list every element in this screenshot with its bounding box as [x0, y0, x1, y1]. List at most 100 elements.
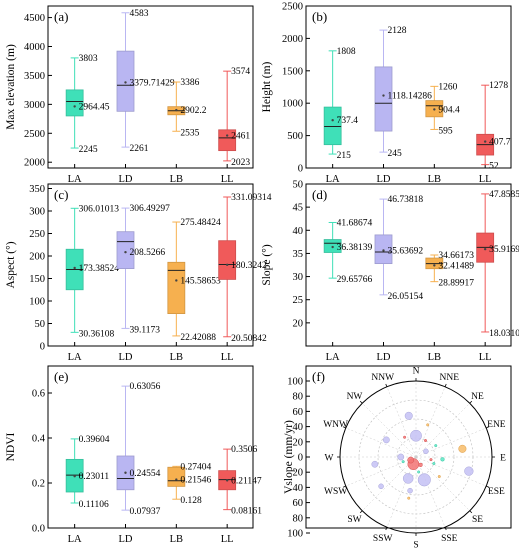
scatter-point	[429, 458, 433, 462]
panel-label: (a)	[54, 9, 68, 24]
min-label: 52	[489, 162, 499, 172]
min-label: 0.07937	[129, 507, 160, 517]
direction-label: ESE	[488, 487, 505, 497]
mean-label: 35.9169	[489, 245, 519, 255]
direction-label: WSW	[324, 487, 347, 497]
scatter-point	[407, 496, 411, 500]
x-tick-label: LD	[376, 352, 390, 363]
x-tick-label: LA	[68, 174, 82, 185]
plot-frame	[47, 365, 254, 529]
mean-marker	[225, 479, 229, 482]
min-label: 0.08161	[231, 507, 262, 517]
min-label: 2261	[129, 144, 148, 154]
x-tick-label: LD	[376, 174, 390, 185]
x-tick-label: LB	[170, 352, 183, 363]
direction-label: SW	[347, 515, 361, 525]
panel-label: (b)	[312, 9, 327, 24]
min-label: 245	[387, 149, 402, 159]
polar-spoke	[415, 456, 470, 511]
y-tick-label: 35	[293, 249, 304, 260]
polar-spoke	[386, 386, 417, 458]
box-iqr	[218, 129, 237, 152]
mean-marker	[331, 245, 334, 249]
x-tick-label: LA	[68, 352, 82, 363]
x-tick-label: LD	[118, 174, 132, 185]
scatter-point	[417, 470, 421, 474]
box-iqr	[374, 66, 393, 132]
min-label: 22.42088	[180, 333, 216, 343]
y-tick-label: 3000	[24, 100, 45, 111]
direction-label: WNW	[323, 420, 348, 430]
mean-marker	[175, 108, 178, 112]
y-tick-label: 30	[293, 272, 304, 283]
scatter-point	[407, 456, 415, 464]
y-tick-label: 150	[29, 274, 45, 285]
scatter-point	[383, 436, 390, 444]
scatter-point	[440, 457, 445, 462]
min-label: 595	[438, 126, 453, 136]
plot-frame	[47, 183, 254, 347]
mean-marker	[124, 471, 127, 474]
y-tick-label: 20	[293, 318, 304, 329]
scatter-point	[426, 423, 430, 427]
mean-label: 2902.2	[180, 106, 206, 116]
y-tick-label: 0.6	[32, 389, 45, 400]
mean-label: 208.5266	[129, 248, 165, 258]
max-label: 306.01013	[79, 204, 120, 214]
box-iqr	[167, 261, 186, 314]
mean-marker	[73, 266, 76, 270]
scatter-point	[378, 483, 384, 490]
max-label: 1260	[438, 82, 457, 92]
max-label: 3386	[180, 78, 199, 88]
y-tick-label: 80	[293, 392, 304, 403]
scatter-point	[417, 473, 431, 487]
scatter-point	[403, 435, 407, 439]
scatter-point	[464, 466, 474, 476]
y-tick-label: 25	[293, 295, 304, 306]
y-tick-label: 200	[29, 252, 45, 263]
polar-tick	[359, 400, 363, 404]
mean-label: 36.38139	[337, 243, 373, 253]
y-tick-label: 20	[293, 437, 304, 448]
mean-marker	[433, 264, 436, 267]
polar-spoke	[362, 403, 417, 458]
y-tick-label: 0	[298, 164, 303, 175]
y-tick-label: 2000	[24, 158, 45, 169]
polar-spoke	[415, 456, 487, 487]
max-label: 4583	[129, 9, 148, 19]
y-axis-label: Max elevation (m)	[5, 44, 17, 130]
x-tick-label: LL	[221, 352, 234, 363]
direction-label: E	[500, 454, 506, 464]
scatter-point	[424, 439, 427, 443]
x-tick-label: LL	[479, 352, 492, 363]
mean-marker	[124, 81, 127, 84]
mean-label: 2461	[231, 132, 250, 142]
max-label: 306.49297	[129, 204, 170, 214]
mean-label: 0.21147	[231, 476, 262, 486]
y-tick-label: 350	[29, 184, 45, 195]
y-tick-label: 45	[293, 203, 304, 214]
polar-spoke	[415, 456, 446, 528]
scatter-point	[407, 487, 413, 494]
max-label: 0.63056	[129, 382, 160, 392]
max-label: 0.27404	[180, 462, 211, 472]
x-tick-label: LA	[68, 534, 82, 545]
mean-label: 1118.14286	[387, 92, 432, 102]
min-label: 0.11106	[79, 500, 109, 510]
y-tick-label: 20	[293, 468, 304, 479]
x-tick-label: LB	[428, 352, 441, 363]
y-tick-label: 100	[287, 529, 303, 540]
plot-frame	[305, 365, 512, 529]
mean-label: 0.23011	[79, 472, 110, 482]
y-tick-label: 40	[293, 422, 304, 433]
y-tick-label: 100	[287, 377, 303, 388]
min-label: 18.03105	[489, 329, 519, 339]
y-tick-label: 1500	[282, 66, 303, 77]
y-tick-label: 0	[40, 342, 45, 353]
x-tick-label: LL	[479, 174, 492, 185]
max-label: 1808	[337, 47, 356, 57]
polar-tick	[469, 400, 473, 404]
box-iqr	[323, 106, 342, 146]
direction-label: NE	[471, 392, 484, 402]
mean-label: 0.24554	[129, 469, 160, 479]
